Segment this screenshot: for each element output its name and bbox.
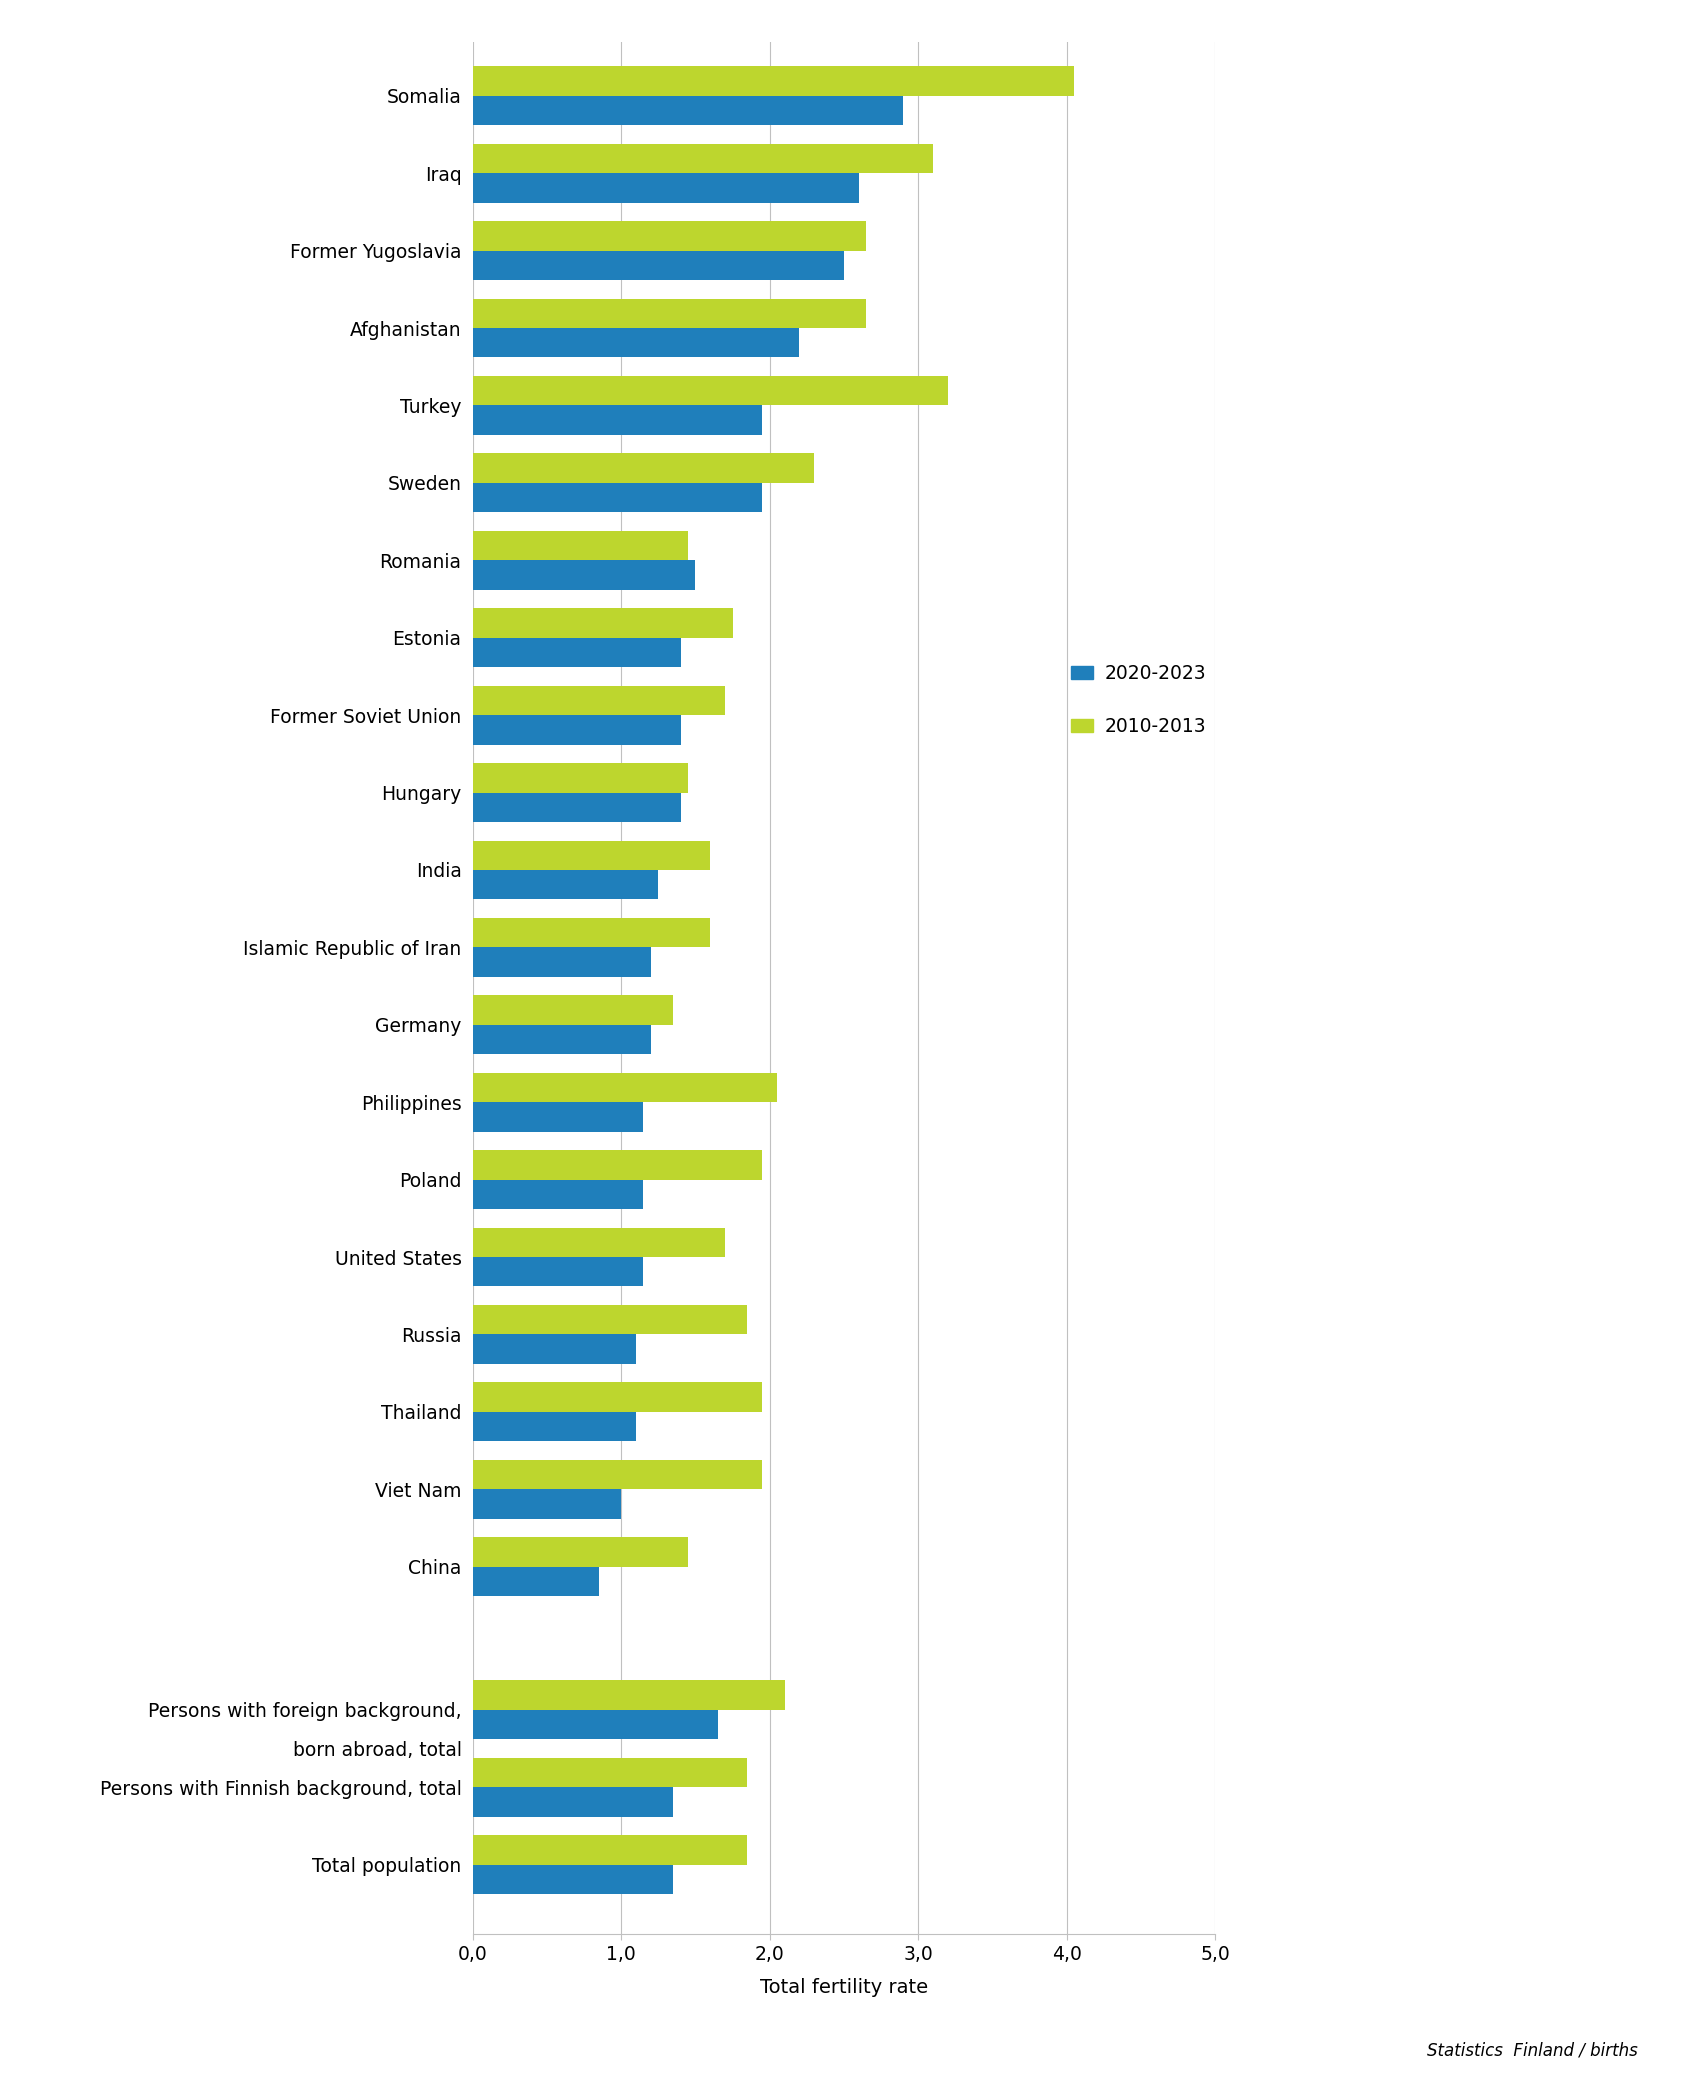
Bar	[473, 1102, 643, 1132]
Bar	[473, 716, 680, 745]
Bar	[473, 376, 949, 406]
Legend: 2020-2023, 2010-2013: 2020-2023, 2010-2013	[1063, 657, 1214, 743]
X-axis label: Total fertility rate: Total fertility rate	[760, 1978, 928, 1997]
Bar	[473, 1304, 748, 1335]
Bar	[473, 1489, 621, 1518]
Bar	[473, 530, 689, 560]
Bar	[473, 1150, 763, 1179]
Bar	[473, 792, 680, 822]
Bar	[473, 1179, 643, 1208]
Bar	[473, 1335, 636, 1364]
Bar	[473, 996, 674, 1025]
Bar	[473, 329, 800, 358]
Bar	[473, 840, 711, 869]
Bar	[473, 453, 814, 483]
Bar	[473, 1412, 636, 1441]
Bar	[473, 917, 711, 946]
Bar	[473, 1710, 717, 1739]
Bar	[473, 1866, 674, 1895]
Bar	[473, 1256, 643, 1285]
Bar	[473, 639, 680, 668]
Bar	[473, 300, 866, 329]
Bar	[473, 1383, 763, 1412]
Bar	[473, 1460, 763, 1489]
Bar	[473, 144, 933, 173]
Bar	[473, 1835, 748, 1866]
Text: Statistics  Finland / births: Statistics Finland / births	[1426, 2040, 1637, 2059]
Bar	[473, 946, 652, 978]
Bar	[473, 1537, 689, 1566]
Bar	[473, 1566, 599, 1595]
Bar	[473, 1787, 674, 1816]
Bar	[473, 763, 689, 792]
Bar	[473, 220, 866, 250]
Bar	[473, 67, 1074, 96]
Bar	[473, 869, 658, 899]
Bar	[473, 406, 763, 435]
Bar	[473, 1681, 785, 1710]
Bar	[473, 1025, 652, 1055]
Bar	[473, 560, 695, 591]
Bar	[473, 1227, 726, 1256]
Bar	[473, 607, 733, 639]
Bar	[473, 1758, 748, 1787]
Bar	[473, 173, 859, 202]
Bar	[473, 96, 903, 125]
Bar	[473, 250, 844, 281]
Bar	[473, 686, 726, 716]
Bar	[473, 483, 763, 512]
Bar	[473, 1073, 776, 1102]
